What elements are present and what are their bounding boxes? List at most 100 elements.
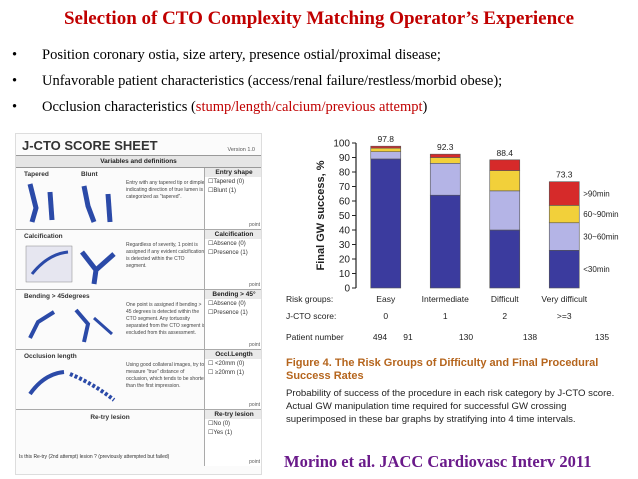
sheet-version: Version 1.0 [227,147,255,153]
jcto-score-sheet: J-CTO SCORE SHEET Version 1.0 Variables … [15,133,262,475]
occlusion-length-label: Occlusion length [24,353,77,360]
y-tick-label: 0 [344,284,350,295]
bar-segment [370,147,402,152]
bar-segment [489,170,521,192]
bending-box: Bending > 45° ☐Absence (0) ☐Presence (1)… [204,290,261,349]
bullet-symbol: • [12,98,18,115]
bullet-item: • Occlusion characteristics (stump/lengt… [12,94,632,120]
patient-number: 91 [403,332,413,342]
bar-segment [548,205,580,224]
tapered-label: Tapered [24,171,49,178]
bar-segment [489,190,521,231]
option-tapered[interactable]: ☐Tapered (0) [208,179,245,185]
legend-label: <30min [583,265,609,274]
figure-caption: Probability of success of the procedure … [286,388,615,425]
point-label: point [249,459,260,465]
score-label: 1 [443,311,448,321]
occlusion-length-title: Occl.Length [205,350,261,359]
section-bending: Bending > 45degrees One point is assigne… [16,290,261,350]
bar-segment [548,250,580,289]
bending-description: One point is assigned if bending > 45 de… [126,302,206,336]
y-tick-label: 80 [339,168,351,179]
risk-groups-row-label: Risk groups: [286,294,333,304]
bar-segment [548,181,580,206]
occlusion-length-description: Using good collateral images, try to mea… [126,362,206,389]
citation: Morino et al. JACC Cardiovasc Interv 201… [284,452,592,471]
sheet-header: J-CTO SCORE SHEET Version 1.0 [16,134,261,155]
bullet-text: Unfavorable patient characteristics (acc… [42,72,503,89]
option-no[interactable]: ☐No (0) [208,421,231,427]
patient-number: 130 [459,332,473,342]
entry-shape-illustration [27,183,113,223]
y-tick-label: 20 [339,255,351,266]
slide-title: Selection of CTO Complexity Matching Ope… [63,8,575,29]
retry-lesion-title: Re-try lesion [205,410,261,419]
sheet-title: J-CTO SCORE SHEET [22,138,158,153]
score-label: >=3 [557,311,572,321]
variables-header: Variables and definitions [16,155,261,168]
bullet-item: • Position coronary ostia, size artery, … [12,42,632,68]
bar-segment [489,229,521,289]
option-short[interactable]: ☐ <20mm (0) [208,361,245,367]
bullet-symbol: • [12,46,18,63]
bar-segment [429,194,461,289]
option-blunt[interactable]: ☐Blunt (1) [208,188,237,194]
bar-segment [548,222,580,251]
y-axis-label: Final GW success, % [315,160,327,270]
occlusion-length-illustration [28,370,116,402]
calcification-title: Calcification [205,230,261,239]
score-row-label: J-CTO score: [286,311,336,321]
point-label: point [249,402,260,408]
category-label: Very difficult [541,294,587,304]
y-tick-label: 100 [333,139,350,150]
bullet-item: • Unfavorable patient characteristics (a… [12,68,632,94]
option-presence[interactable]: ☐Presence (1) [208,310,248,316]
section-occlusion-length: Occlusion length Using good collateral i… [16,350,261,410]
bullet-symbol: • [12,72,18,89]
blunt-label: Blunt [81,171,98,178]
category-label: Intermediate [422,294,470,304]
retry-lesion-question: Is this Re-try (2nd attempt) lesion ? (p… [19,454,170,460]
option-long[interactable]: ☐ ≥20mm (1) [208,370,245,376]
patient-number: 138 [523,332,537,342]
option-presence[interactable]: ☐Presence (1) [208,250,248,256]
bar-segment [429,153,461,158]
category-label: Easy [376,294,396,304]
y-tick-label: 90 [339,153,351,164]
section-entry-shape: Tapered Blunt Entry with any tapered tip… [16,168,261,230]
bending-illustration [28,308,113,343]
legend-label: >90min [583,190,609,199]
bar-segment [429,157,461,164]
retry-lesion-label: Re-try lesion [90,414,130,421]
calcification-box: Calcification ☐Absence (0) ☐Presence (1)… [204,230,261,289]
entry-shape-box: Entry shape ☐Tapered (0) ☐Blunt (1) poin… [204,168,261,229]
y-tick-label: 10 [339,269,351,280]
bending-label: Bending > 45degrees [24,293,90,300]
bar-segment [489,159,521,171]
bullet-prefix: Occlusion characteristics ( [42,98,196,115]
score-label: 0 [383,311,388,321]
calcification-illustration [25,245,116,285]
option-absence[interactable]: ☐Absence (0) [208,301,246,307]
figure-title: Figure 4. The Risk Groups of Difficulty … [286,357,599,382]
bullet-list: • Position coronary ostia, size artery, … [12,42,632,120]
bar-segment [370,158,402,289]
option-yes[interactable]: ☐Yes (1) [208,430,233,436]
occlusion-length-box: Occl.Length ☐ <20mm (0) ☐ ≥20mm (1) poin… [204,350,261,409]
point-label: point [249,282,260,288]
category-label: Difficult [491,294,519,304]
bullet-text: Occlusion characteristics (stump/length/… [42,99,427,116]
bar-total-label: 73.3 [556,170,573,180]
patient-row-label: Patient number [286,332,344,342]
bullet-suffix: ) [422,98,428,115]
bar-total-label: 88.4 [496,148,513,158]
bar-segment [370,145,402,149]
option-absence[interactable]: ☐Absence (0) [208,241,246,247]
patient-number: 494 [373,332,387,342]
retry-lesion-box: Re-try lesion ☐No (0) ☐Yes (1) point [204,410,261,466]
point-label: point [249,222,260,228]
section-retry-lesion: Re-try lesion Is this Re-try (2nd attemp… [16,410,261,466]
patient-number: 135 [595,332,609,342]
legend-label: 60~90min [583,210,618,219]
